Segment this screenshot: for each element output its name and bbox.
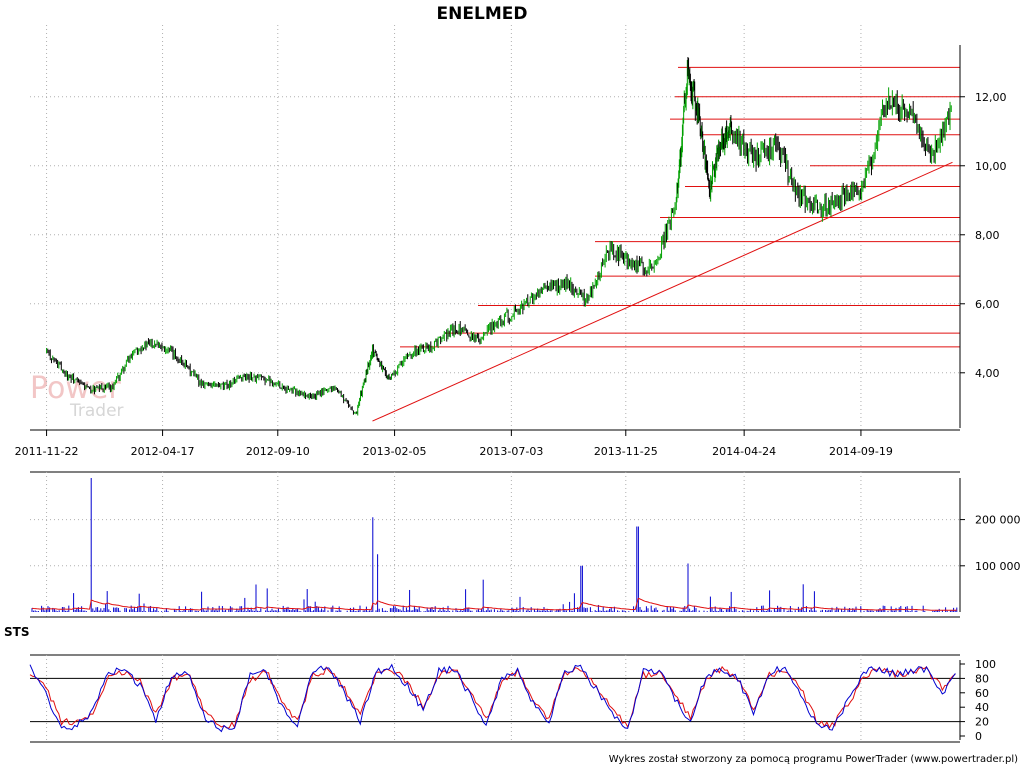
sts-ytick-label: 60 xyxy=(975,687,989,700)
sts-ytick-label: 20 xyxy=(975,716,989,729)
price-x-axis-ticks: 2011-11-22 2012-04-17 2012-09-10 2013-02-05… xyxy=(15,430,893,458)
price-grid xyxy=(30,25,960,430)
volume-grid xyxy=(30,472,960,617)
watermark-line1: Power xyxy=(30,371,121,406)
watermark-logo: Power Trader xyxy=(30,371,124,421)
sts-slow-line xyxy=(29,665,956,729)
volume-ytick-label: 100 000 xyxy=(975,560,1021,573)
price-ytick-label: 10,00 xyxy=(975,160,1007,173)
price-ytick-label: 8,00 xyxy=(975,229,1000,242)
price-ytick-label: 6,00 xyxy=(975,298,1000,311)
volume-panel: 100 000 200 000 xyxy=(30,471,1021,618)
sts-ytick-label: 100 xyxy=(975,658,996,671)
price-ytick-label: 4,00 xyxy=(975,367,1000,380)
volume-ytick-label: 200 000 xyxy=(975,514,1021,527)
price-xtick-label: 2012-09-10 xyxy=(246,445,310,458)
price-bars xyxy=(46,57,952,416)
price-panel: 4,00 6,00 8,00 10,00 12,00 2011-11-22 2012-04… xyxy=(15,25,1007,458)
sts-ytick-label: 0 xyxy=(975,730,982,743)
volume-bars xyxy=(31,478,958,612)
sts-ytick-label: 80 xyxy=(975,672,989,685)
price-xtick-label: 2011-11-22 xyxy=(15,445,79,458)
price-xtick-label: 2014-04-24 xyxy=(712,445,776,458)
sts-ytick-label: 40 xyxy=(975,701,989,714)
chart-title: ENELMED xyxy=(437,4,528,24)
support-resistance-lines xyxy=(400,66,960,348)
price-xtick-label: 2014-09-19 xyxy=(829,445,893,458)
watermark-line2: Trader xyxy=(69,401,124,421)
price-xtick-label: 2012-04-17 xyxy=(131,445,195,458)
price-xtick-label: 2013-11-25 xyxy=(594,445,658,458)
sts-label: STS xyxy=(4,625,29,639)
price-y-axis-ticks: 4,00 6,00 8,00 10,00 12,00 xyxy=(960,91,1007,380)
price-ytick-label: 12,00 xyxy=(975,91,1007,104)
price-xtick-label: 2013-02-05 xyxy=(363,445,427,458)
price-xtick-label: 2013-07-03 xyxy=(479,445,543,458)
volume-y-axis-ticks: 100 000 200 000 xyxy=(960,514,1021,573)
sts-reference-lines xyxy=(30,655,960,742)
sts-fast-line xyxy=(29,663,956,733)
footer-credit: Wykres został stworzony za pomocą progra… xyxy=(609,754,1018,765)
trend-line xyxy=(372,161,953,422)
volume-moving-average xyxy=(31,597,957,611)
